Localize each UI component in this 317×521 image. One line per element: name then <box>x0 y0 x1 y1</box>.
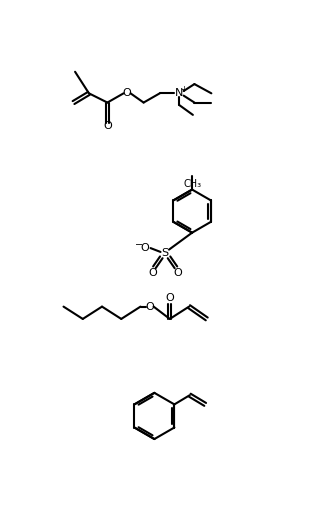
Text: O: O <box>141 243 150 253</box>
Text: CH₃: CH₃ <box>183 179 201 189</box>
Text: N: N <box>175 89 183 98</box>
Text: S: S <box>162 249 169 258</box>
Text: O: O <box>165 293 174 303</box>
Text: O: O <box>122 89 131 98</box>
Text: −: − <box>135 240 143 250</box>
Text: +: + <box>180 85 187 94</box>
Text: O: O <box>146 302 154 312</box>
Text: O: O <box>148 268 157 278</box>
Text: O: O <box>103 121 112 131</box>
Text: O: O <box>173 268 182 278</box>
